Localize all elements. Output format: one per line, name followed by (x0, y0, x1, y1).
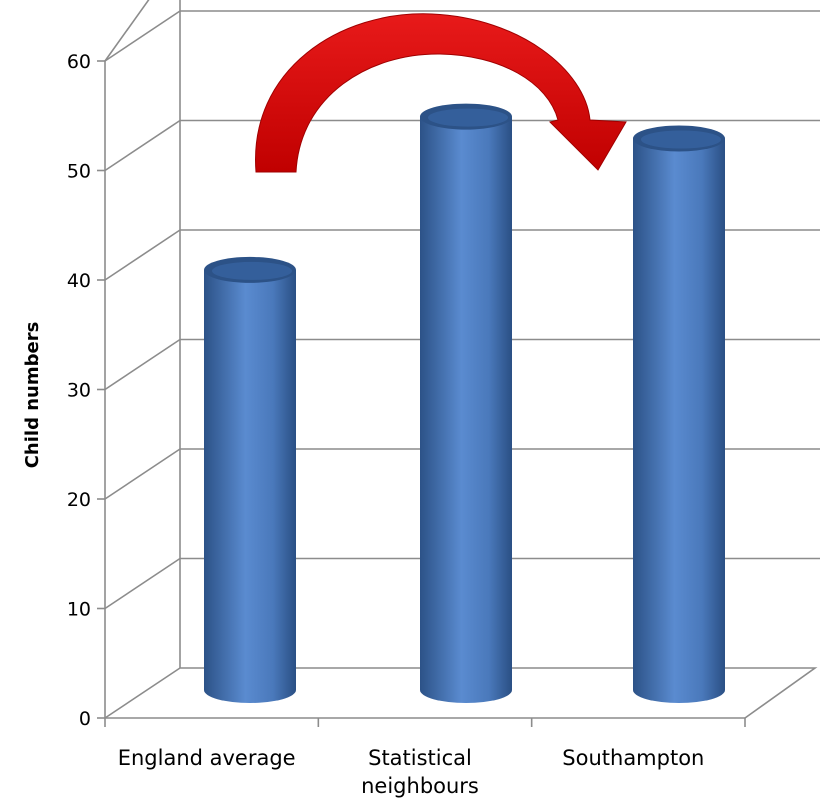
bar-body (204, 269, 296, 703)
side-top-edge (104, 0, 150, 62)
x-tick-label: Statistical neighbours (361, 746, 479, 798)
y-tick-label: 0 (79, 708, 91, 730)
y-tick-label: 40 (67, 270, 91, 292)
bar-top-highlight (212, 261, 292, 280)
bar (420, 103, 512, 704)
bars (204, 103, 725, 704)
bar-body (633, 138, 725, 703)
bar-top-highlight (428, 108, 508, 127)
y-axis-label: Child numbers (22, 322, 43, 469)
x-tick-label: England average (118, 746, 296, 770)
bar-top-highlight (641, 130, 721, 149)
bar (204, 256, 296, 703)
y-tick-label: 20 (67, 489, 91, 511)
curved-arrow-icon (255, 13, 627, 173)
x-tick-label: Southampton (562, 746, 704, 770)
bar (633, 125, 725, 703)
labels: 0 10 20 30 40 50 60 England average Statistical n… (22, 51, 704, 798)
y-tick-label: 10 (67, 599, 91, 621)
y-tick-label: 30 (67, 380, 91, 402)
bar-body (420, 116, 512, 704)
annotation-arrow (255, 13, 627, 173)
y-tick-label: 60 (67, 51, 91, 73)
y-tick-label: 50 (67, 161, 91, 183)
